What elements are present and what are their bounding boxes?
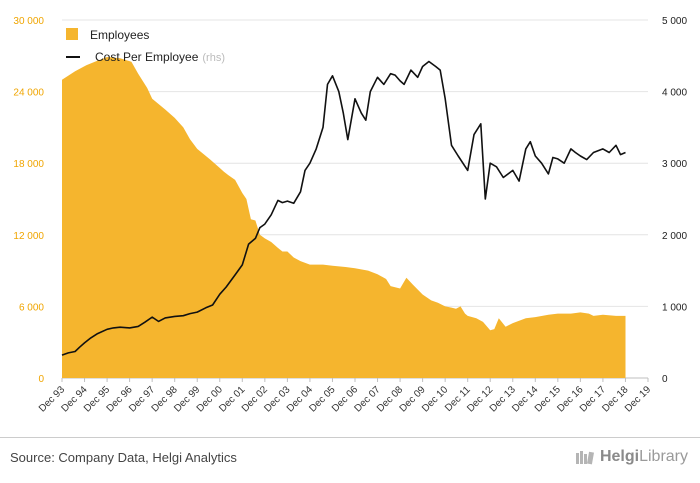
left-y-tick-label: 24 000 — [13, 88, 44, 99]
legend-label-cost-per-employee-name: Cost Per Employee — [95, 50, 199, 64]
brand-name: HelgiLibrary — [600, 448, 688, 466]
brand-name-suffix: Library — [639, 448, 688, 465]
right-y-axis: 0 1 000 2 000 3 000 4 000 5 000 — [662, 16, 687, 385]
legend: Employees Cost Per Employee (rhs) — [66, 28, 225, 64]
x-tick-label: Dec 19 — [623, 384, 653, 414]
right-y-tick-label: 0 — [662, 374, 668, 385]
legend-swatch-employees — [66, 28, 78, 40]
left-y-tick-label: 30 000 — [13, 16, 44, 27]
footer-divider — [0, 437, 700, 438]
left-y-tick-label: 18 000 — [13, 159, 44, 170]
right-y-tick-label: 3 000 — [662, 159, 687, 170]
left-y-axis: 0 6 000 12 000 18 000 24 000 30 000 — [13, 16, 44, 385]
right-y-tick-label: 4 000 — [662, 88, 687, 99]
right-y-tick-label: 2 000 — [662, 231, 687, 242]
cost-per-employee-line — [61, 60, 626, 356]
brand-logo: HelgiLibrary — [575, 448, 688, 466]
left-y-tick-label: 12 000 — [13, 231, 44, 242]
legend-label-cost-per-employee: Cost Per Employee (rhs) — [95, 50, 225, 64]
legend-label-rhs: (rhs) — [202, 52, 225, 64]
left-y-tick-label: 0 — [38, 374, 44, 385]
chart: 0 6 000 12 000 18 000 24 000 30 000 0 1 000 2 0… — [13, 16, 687, 415]
right-y-tick-label: 1 000 — [662, 302, 687, 313]
employees-area-layer — [62, 57, 626, 378]
left-y-tick-label: 6 000 — [19, 302, 44, 313]
brand-name-prefix: Helgi — [599, 448, 640, 465]
source-note: Source: Company Data, Helgi Analytics — [10, 450, 237, 465]
library-logo-icon — [575, 451, 594, 465]
cost-line-layer — [61, 60, 626, 356]
employees-area — [62, 57, 626, 378]
legend-label-employees: Employees — [90, 28, 149, 42]
right-y-tick-label: 5 000 — [662, 16, 687, 27]
